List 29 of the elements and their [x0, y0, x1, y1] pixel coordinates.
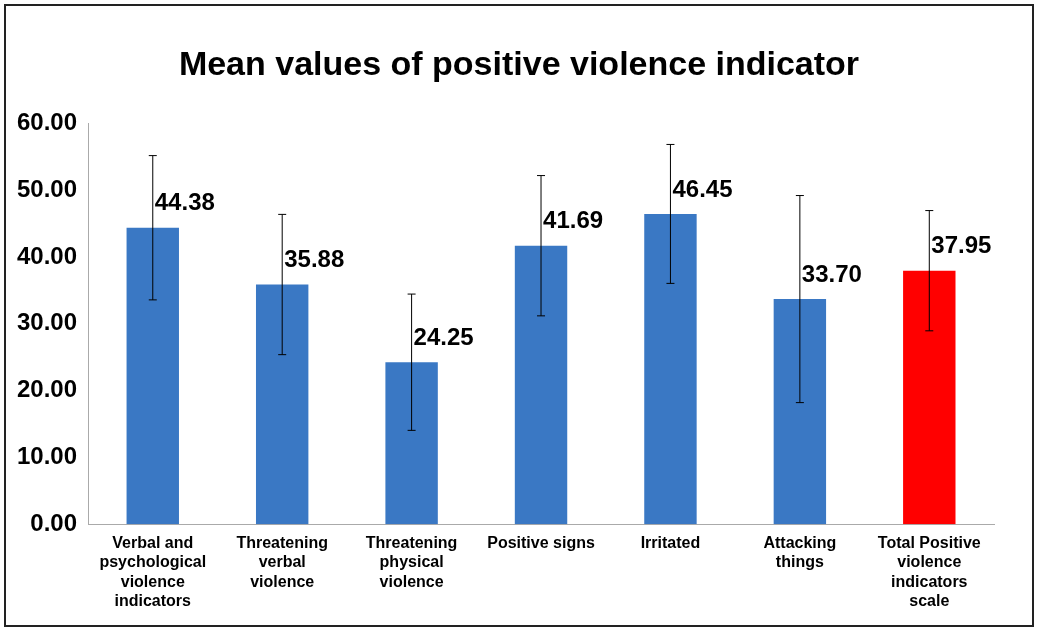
data-label: 41.69: [543, 206, 604, 234]
data-label: 46.45: [672, 174, 733, 202]
y-tick-label: 60.00: [17, 108, 78, 136]
bar: [255, 284, 309, 525]
bar: [126, 227, 179, 525]
x-tick-label: Irritated: [640, 534, 701, 552]
bar: [773, 299, 827, 525]
x-tick-label: Threatening verbal violence: [236, 534, 328, 590]
data-label: 24.25: [413, 322, 474, 350]
x-tick-label: Verbal and psychological violence indicators: [99, 534, 207, 609]
data-label: 35.88: [284, 245, 345, 273]
x-tick-label: Attacking things: [763, 534, 837, 571]
y-tick-label: 40.00: [17, 241, 78, 269]
y-tick-label: 0.00: [30, 508, 78, 536]
y-tick-label: 20.00: [17, 375, 78, 403]
bar: [385, 362, 438, 525]
y-tick-label: 30.00: [17, 308, 78, 336]
data-label: 37.95: [931, 231, 992, 259]
bar: [903, 270, 956, 525]
chart-title: Mean values of positive violence indicator: [177, 44, 861, 83]
y-tick-label: 50.00: [17, 174, 78, 202]
data-label: 33.70: [801, 259, 862, 287]
bar: [644, 213, 697, 525]
bar: [514, 245, 568, 525]
x-tick-label: Threatening physical violence: [365, 534, 458, 590]
y-tick-label: 10.00: [17, 442, 78, 470]
data-label: 44.38: [154, 188, 215, 216]
x-tick-label: Total Positive violence indicators scale: [877, 534, 981, 609]
x-tick-label: Positive signs: [487, 534, 595, 552]
